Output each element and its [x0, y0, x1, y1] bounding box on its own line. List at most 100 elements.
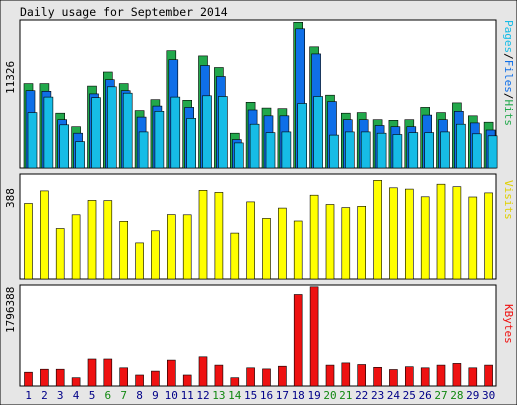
day-label: 7 — [120, 389, 127, 402]
kbytes-bar — [468, 367, 478, 387]
pages-bar — [329, 134, 339, 169]
pages-bar — [456, 123, 466, 169]
day-label: 27 — [434, 389, 447, 402]
day-label: 22 — [355, 389, 368, 402]
kbytes-bar — [198, 356, 208, 387]
visits-bar — [103, 200, 113, 280]
visits-bar — [420, 196, 430, 280]
visits-bar — [135, 242, 144, 280]
hits-panel-legend: Pages/Files/Hits — [502, 20, 515, 126]
visits-panel-legend: Visits — [502, 180, 515, 220]
visits-panel-ymax-label: 388 — [4, 188, 17, 208]
pages-bar — [376, 132, 387, 169]
kbytes-bar — [484, 364, 493, 387]
day-label: 11 — [181, 389, 194, 402]
day-label: 30 — [482, 389, 495, 402]
kbytes-bar — [341, 362, 351, 387]
pages-bar — [43, 96, 54, 169]
day-label: 12 — [196, 389, 209, 402]
hits-panel — [19, 19, 498, 169]
kbytes-bar — [214, 364, 224, 387]
visits-bar — [40, 190, 49, 280]
pages-bar — [360, 131, 371, 169]
pages-bar — [392, 134, 403, 169]
visits-bar — [24, 203, 33, 280]
kbytes-bar — [357, 364, 367, 387]
visits-bar — [278, 207, 287, 280]
pages-bar — [218, 96, 228, 169]
kbytes-bar — [230, 377, 240, 387]
plot-area — [19, 284, 497, 387]
day-label: 20 — [323, 389, 336, 402]
day-label: 14 — [228, 389, 242, 402]
kbytes-bar — [55, 368, 65, 387]
day-label: 24 — [387, 389, 401, 402]
day-label: 21 — [339, 389, 352, 402]
visits-bar — [71, 214, 81, 280]
pages-bar — [440, 131, 450, 169]
pages-bar — [59, 124, 70, 169]
visits-bar — [452, 186, 462, 280]
day-label: 2 — [41, 389, 48, 402]
day-label: 4 — [73, 389, 80, 402]
kbytes-panel-ymax-label: 1796388 — [4, 287, 17, 333]
plot-area — [19, 173, 497, 280]
kbytes-bar — [325, 364, 335, 387]
visits-bar — [55, 228, 65, 280]
day-label: 1 — [25, 389, 32, 402]
visits-bar — [87, 200, 97, 280]
pages-bar — [138, 131, 149, 169]
visits-bar — [151, 230, 160, 280]
day-label: 17 — [276, 389, 289, 402]
pages-bar — [27, 112, 38, 169]
visits-panel — [19, 173, 497, 280]
day-label: 10 — [165, 389, 178, 402]
pages-bar — [249, 123, 260, 169]
kbytes-bar — [293, 294, 303, 387]
pages-bar — [487, 135, 498, 169]
day-label: 6 — [104, 389, 111, 402]
legend-files: Files — [502, 60, 515, 93]
hits-panel-ymax-label: 11326 — [4, 61, 17, 94]
visits-bar — [262, 218, 271, 280]
day-label: 28 — [450, 389, 463, 402]
visits-bar — [373, 180, 382, 280]
kbytes-bar — [182, 374, 192, 387]
pages-bar — [408, 132, 419, 169]
pages-bar — [122, 92, 133, 169]
visits-bar — [468, 196, 478, 280]
visits-bar — [341, 207, 351, 280]
day-label: 13 — [212, 389, 225, 402]
visits-bar — [182, 214, 192, 280]
day-label: 26 — [419, 389, 432, 402]
visits-bar — [309, 194, 319, 280]
kbytes-bar — [420, 367, 430, 387]
kbytes-bar — [404, 366, 414, 387]
day-label: 19 — [307, 389, 320, 402]
visits-bar — [436, 183, 446, 280]
kbytes-bar — [309, 286, 319, 387]
kbytes-bar — [24, 371, 33, 387]
kbytes-bar — [151, 370, 160, 387]
pages-bar — [313, 96, 323, 169]
pages-bar — [107, 86, 117, 169]
day-label: 8 — [136, 389, 143, 402]
visits-bar — [246, 201, 255, 280]
day-label: 16 — [260, 389, 273, 402]
visits-bar — [293, 220, 303, 280]
day-label: 9 — [152, 389, 159, 402]
kbytes-bar — [373, 366, 382, 387]
kbytes-bar — [246, 367, 255, 387]
pages-bar — [91, 97, 101, 169]
kbytes-bar — [119, 367, 128, 387]
chart-title: Daily usage for September 2014 — [20, 5, 228, 19]
visits-bar — [119, 221, 128, 280]
pages-bar — [75, 141, 85, 169]
kbytes-bar — [167, 359, 176, 387]
day-label: 25 — [403, 389, 416, 402]
visits-bar — [214, 192, 224, 280]
pages-bar — [297, 103, 308, 169]
pages-bar — [202, 95, 212, 169]
day-label: 15 — [244, 389, 257, 402]
pages-bar — [265, 132, 276, 169]
